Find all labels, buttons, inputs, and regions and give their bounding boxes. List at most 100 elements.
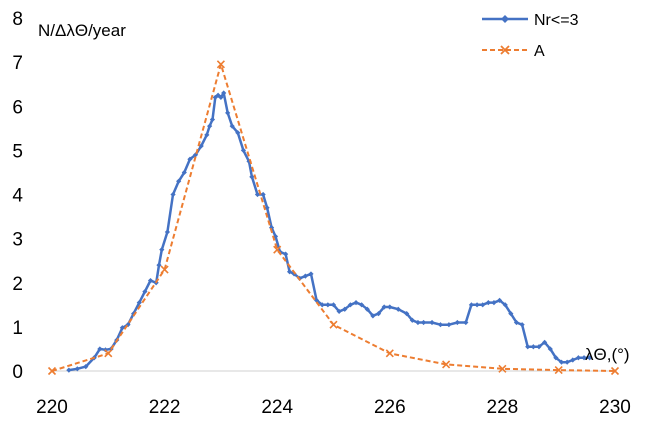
data-point-nr3 <box>575 355 582 361</box>
data-point-nr3 <box>370 313 376 319</box>
y-tick-label: 6 <box>12 97 23 118</box>
data-point-nr3 <box>260 191 266 198</box>
data-point-nr3 <box>286 269 293 275</box>
data-point-nr3 <box>229 123 235 129</box>
data-point-nr3 <box>170 191 176 198</box>
y-tick-label: 3 <box>12 230 23 251</box>
data-point-nr3 <box>587 355 593 361</box>
data-point-nr3 <box>156 262 162 268</box>
data-point-nr3 <box>387 304 393 310</box>
data-point-nr3 <box>225 110 231 116</box>
data-point-nr3 <box>454 319 460 326</box>
y-tick-label: 5 <box>12 141 23 162</box>
legend-marker-nr3 <box>501 15 509 23</box>
data-point-nr3 <box>207 123 213 129</box>
data-point-nr3 <box>542 339 548 345</box>
data-point-nr3 <box>235 130 241 136</box>
data-point-nr3 <box>319 302 325 308</box>
data-point-nr3 <box>119 325 125 331</box>
data-point-nr3 <box>415 319 421 326</box>
data-point-nr3 <box>429 319 435 326</box>
data-point-nr3 <box>221 90 227 96</box>
data-point-a <box>47 366 57 376</box>
legend: Nr<=3 A <box>482 12 579 60</box>
data-point-nr3 <box>446 322 452 328</box>
legend-label-nr3: Nr<=3 <box>534 12 579 29</box>
data-point-a <box>329 320 338 329</box>
data-point-nr3 <box>353 300 359 306</box>
data-point-nr3 <box>508 311 514 317</box>
data-point-a <box>610 366 620 376</box>
data-point-nr3 <box>198 143 204 149</box>
data-point-nr3 <box>553 355 559 361</box>
data-point-a <box>554 366 563 375</box>
data-point-nr3 <box>570 357 576 363</box>
data-point-nr3 <box>420 319 427 326</box>
data-point-nr3 <box>136 300 142 306</box>
data-point-nr3 <box>291 271 297 277</box>
data-point-nr3 <box>74 366 80 372</box>
x-tick-label: 228 <box>487 397 519 418</box>
data-point-nr3 <box>491 300 497 306</box>
data-point-nr3 <box>463 319 469 326</box>
data-point-nr3 <box>485 300 491 306</box>
data-point-nr3 <box>164 229 171 235</box>
data-point-nr3 <box>330 302 337 308</box>
data-point-nr3 <box>530 344 536 350</box>
data-point-nr3 <box>564 359 570 365</box>
data-point-a <box>498 364 507 373</box>
data-point-nr3 <box>240 147 247 153</box>
y-tick-label: 8 <box>12 9 23 30</box>
data-point-a <box>385 349 394 358</box>
data-point-nr3 <box>558 359 565 365</box>
x-tick-label: 224 <box>261 397 293 418</box>
data-point-nr3 <box>581 355 587 361</box>
y-tick-label: 0 <box>12 362 23 383</box>
data-point-nr3 <box>359 302 365 308</box>
legend-item-a: A <box>482 43 545 60</box>
data-point-nr3 <box>342 306 348 312</box>
data-point-nr3 <box>181 169 187 176</box>
data-point-nr3 <box>66 367 72 373</box>
data-point-nr3 <box>218 94 224 101</box>
y-tick-label: 4 <box>12 186 23 207</box>
data-point-nr3 <box>142 288 148 295</box>
y-tick-label: 1 <box>12 318 23 339</box>
data-point-nr3 <box>496 297 503 303</box>
data-point-nr3 <box>264 205 270 211</box>
data-point-nr3 <box>519 322 525 328</box>
data-point-nr3 <box>474 302 480 308</box>
data-point-nr3 <box>336 308 342 315</box>
data-point-a <box>160 265 169 274</box>
data-point-nr3 <box>347 302 353 308</box>
y-axis-tick-labels: 0 1 2 3 4 5 6 7 8 <box>12 9 23 383</box>
data-point-nr3 <box>159 247 165 253</box>
x-tick-label: 222 <box>149 397 181 418</box>
data-point-a <box>216 60 225 69</box>
data-point-nr3 <box>437 322 444 328</box>
series-line-nr3 <box>68 91 590 372</box>
y-axis-label: N/ΔλΘ/year <box>38 21 126 40</box>
data-point-nr3 <box>254 191 261 198</box>
data-point-nr3 <box>308 271 314 277</box>
data-point-nr3 <box>468 302 475 308</box>
x-axis-label: λΘ,(°) <box>585 345 630 364</box>
data-point-nr3 <box>83 363 89 370</box>
x-axis-tick-labels: 220 222 224 226 228 230 <box>36 397 631 418</box>
data-point-nr3 <box>204 132 210 138</box>
x-tick-label: 220 <box>36 397 68 418</box>
data-point-nr3 <box>187 156 193 162</box>
series-layer <box>47 60 620 376</box>
data-point-nr3 <box>364 306 370 312</box>
legend-item-nr3: Nr<=3 <box>482 12 579 29</box>
data-point-nr3 <box>302 273 308 279</box>
data-point-nr3 <box>404 311 410 317</box>
data-point-nr3 <box>283 251 289 257</box>
data-point-a <box>442 360 451 369</box>
data-point-nr3 <box>480 302 486 308</box>
data-point-nr3 <box>147 277 154 284</box>
data-point-nr3 <box>325 302 331 308</box>
data-point-nr3 <box>97 346 103 352</box>
y-tick-label: 2 <box>12 274 23 295</box>
